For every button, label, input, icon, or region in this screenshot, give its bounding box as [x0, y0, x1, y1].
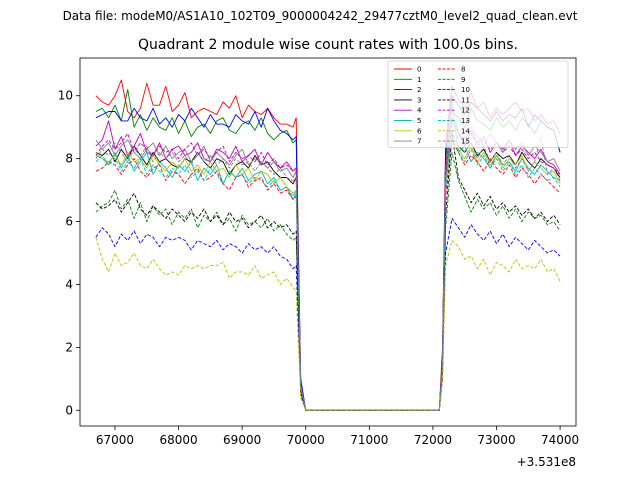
legend-label-4: 4 — [417, 107, 422, 115]
x-tick-label: 74000 — [541, 433, 579, 447]
x-tick-label: 69000 — [223, 433, 261, 447]
legend-label-13: 13 — [461, 117, 470, 125]
x-offset-label: +3.531e8 — [517, 455, 576, 469]
series-line-3 — [95, 133, 561, 411]
x-tick-label: 73000 — [477, 433, 515, 447]
legend-label-8: 8 — [461, 66, 465, 74]
series-layer — [95, 79, 561, 411]
legend-label-10: 10 — [461, 86, 470, 94]
series-line-8 — [95, 139, 561, 411]
legend-label-11: 11 — [461, 96, 470, 104]
x-tick-label: 68000 — [159, 433, 197, 447]
y-tick-label: 4 — [65, 277, 73, 291]
x-tick-label: 67000 — [96, 433, 134, 447]
legend-label-0: 0 — [417, 66, 421, 74]
chart-suptitle: Data file: modeM0/AS1A10_102T09_90000042… — [63, 9, 578, 23]
series-line-15 — [95, 123, 561, 411]
series-line-10 — [95, 217, 561, 411]
y-tick-label: 0 — [65, 403, 73, 417]
legend-label-1: 1 — [417, 76, 421, 84]
y-tick-label: 8 — [65, 152, 73, 166]
legend-label-6: 6 — [417, 127, 422, 135]
legend-label-12: 12 — [461, 107, 470, 115]
y-tick-label: 2 — [65, 340, 73, 354]
x-tick-label: 72000 — [414, 433, 452, 447]
legend-label-15: 15 — [461, 138, 470, 146]
legend-label-7: 7 — [417, 138, 421, 146]
x-tick-label: 70000 — [287, 433, 325, 447]
plot-frame — [79, 57, 577, 427]
x-tick-label: 71000 — [350, 433, 388, 447]
series-line-11 — [95, 133, 561, 411]
series-line-14 — [95, 237, 561, 411]
legend-label-5: 5 — [417, 117, 421, 125]
axis-layer: 67000 68000 69000 70000 71000 72000 73000 74000… — [58, 89, 579, 447]
chart-title: Quadrant 2 module wise count rates with … — [138, 37, 518, 53]
legend-label-3: 3 — [417, 96, 421, 104]
legend-label-14: 14 — [461, 127, 470, 135]
legend-frame — [387, 60, 569, 148]
series-line-13 — [95, 129, 561, 411]
legend-label-2: 2 — [417, 86, 421, 94]
legend-label-9: 9 — [461, 76, 465, 84]
y-tick-label: 10 — [58, 89, 73, 103]
y-tick-label: 6 — [65, 215, 73, 229]
series-line-6 — [95, 129, 561, 411]
series-line-12 — [95, 120, 561, 411]
series-line-9 — [95, 151, 561, 411]
